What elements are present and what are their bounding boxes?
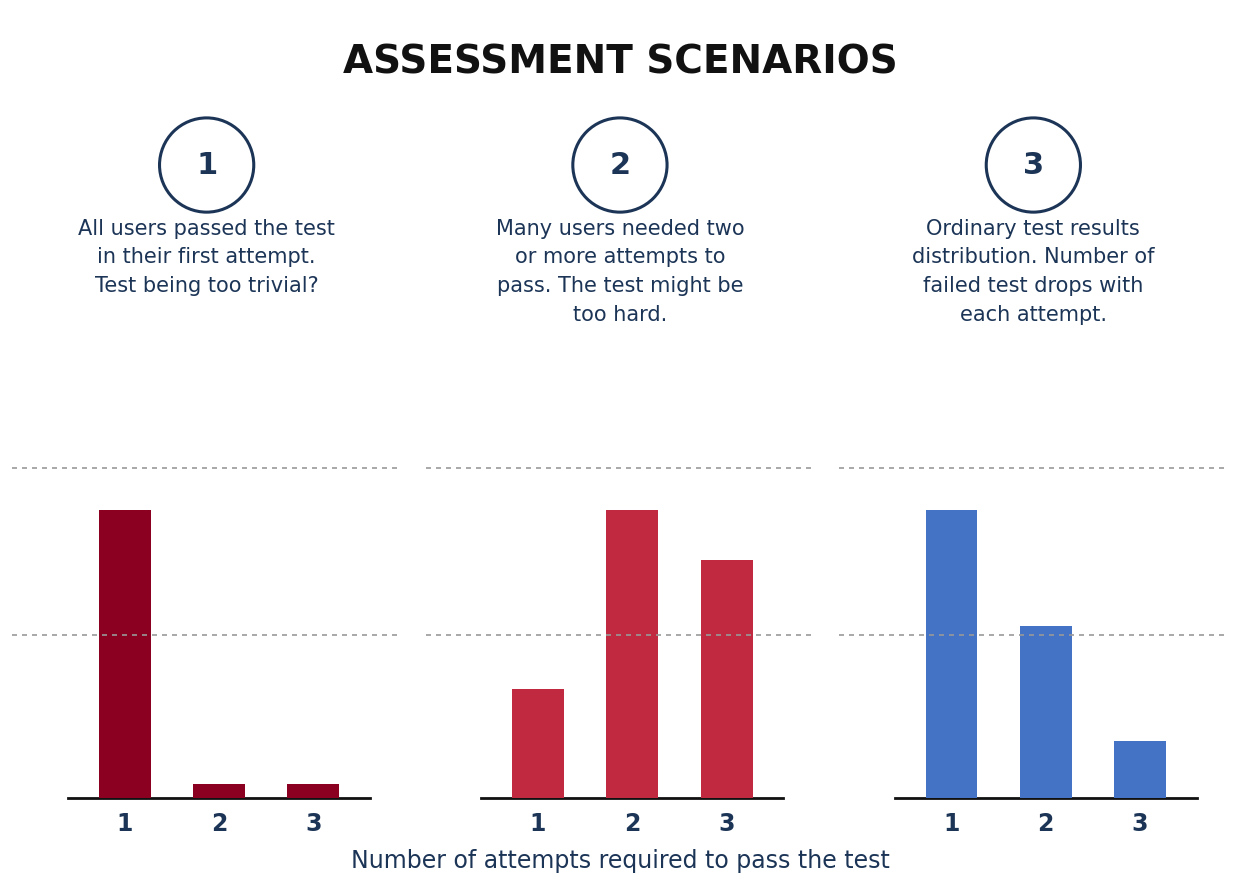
- Text: Many users needed two
or more attempts to
pass. The test might be
too hard.: Many users needed two or more attempts t…: [496, 219, 744, 325]
- Bar: [193, 784, 246, 798]
- Text: ASSESSMENT SCENARIOS: ASSESSMENT SCENARIOS: [342, 44, 898, 81]
- Text: All users passed the test
in their first attempt.
Test being too trivial?: All users passed the test in their first…: [78, 219, 335, 296]
- Bar: [288, 784, 340, 798]
- Bar: [1114, 740, 1166, 798]
- Text: Ordinary test results
distribution. Number of
failed test drops with
each attemp: Ordinary test results distribution. Numb…: [913, 219, 1154, 325]
- Bar: [99, 510, 151, 798]
- Bar: [925, 510, 977, 798]
- Bar: [701, 560, 753, 798]
- Text: Number of attempts required to pass the test: Number of attempts required to pass the …: [351, 849, 889, 872]
- Text: 2: 2: [609, 151, 630, 179]
- Text: 3: 3: [1023, 151, 1044, 179]
- Bar: [1019, 625, 1071, 798]
- Bar: [606, 510, 658, 798]
- Text: 1: 1: [196, 151, 217, 179]
- Bar: [512, 690, 564, 798]
